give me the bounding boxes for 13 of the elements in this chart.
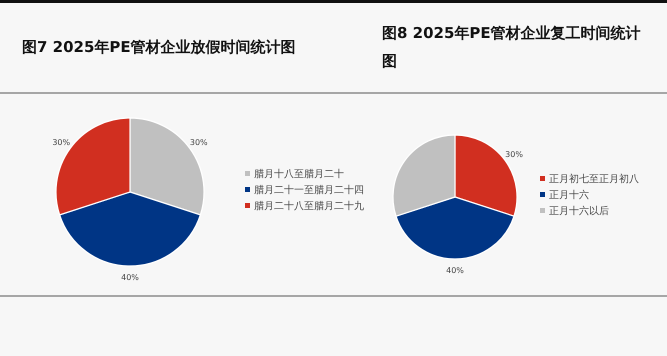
data-label: 40% — [121, 273, 140, 282]
legend-label: 腊月二十八至腊月二十九 — [254, 200, 364, 212]
data-label: 30% — [52, 138, 71, 148]
legend-label: 正月十六以后 — [549, 205, 609, 217]
data-label: 40% — [446, 266, 464, 275]
legend-label: 正月初七至正月初八 — [549, 173, 639, 185]
data-label: 30% — [505, 150, 524, 160]
chart-title: 图8 2025年PE管材企业复工时间统计图 — [382, 24, 641, 70]
legend-label: 腊月二十一至腊月二十四 — [254, 184, 364, 196]
data-label: 30% — [190, 138, 208, 148]
legend-label: 正月十六 — [549, 189, 589, 201]
chart-title: 图7 2025年PE管材企业放假时间统计图 — [22, 38, 296, 56]
legend-label: 腊月十八至腊月二十 — [254, 168, 344, 180]
